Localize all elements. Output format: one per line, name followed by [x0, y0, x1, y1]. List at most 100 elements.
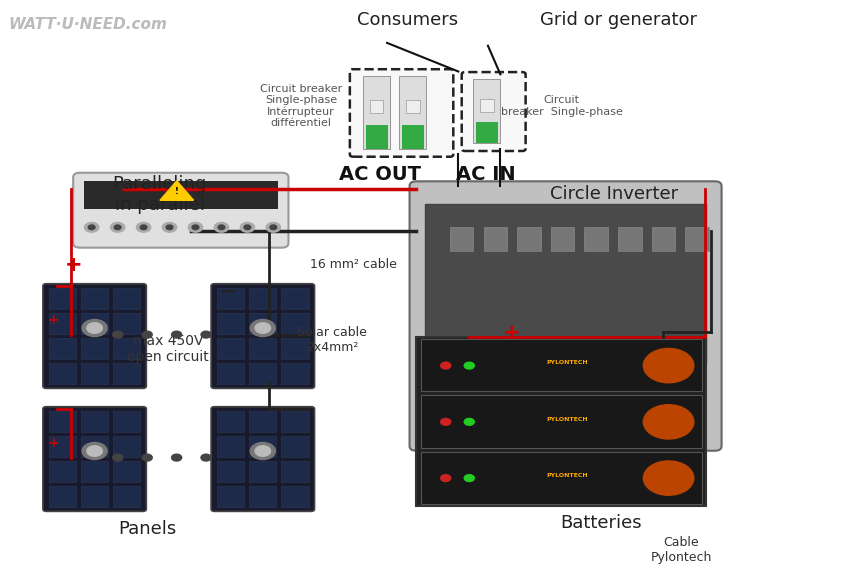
Bar [450, 227, 473, 251]
Text: AC IN: AC IN [457, 165, 516, 184]
Text: +: + [47, 436, 59, 450]
Circle shape [142, 454, 152, 461]
Circle shape [251, 320, 275, 336]
Circle shape [255, 446, 271, 456]
Text: Consumers: Consumers [357, 11, 458, 29]
Bar [249, 313, 277, 334]
Bar [282, 436, 309, 458]
Text: Solar cable
2x4mm²: Solar cable 2x4mm² [297, 327, 368, 354]
Bar [49, 436, 76, 458]
FancyBboxPatch shape [73, 173, 288, 248]
Text: −: − [252, 313, 264, 327]
Bar [406, 101, 420, 113]
Bar [282, 313, 309, 334]
Text: +: + [503, 323, 520, 343]
Text: 16 mm² cable: 16 mm² cable [309, 258, 397, 271]
Circle shape [464, 475, 474, 482]
Text: Grid or generator: Grid or generator [540, 11, 696, 29]
Bar [416, 337, 706, 506]
Bar [249, 461, 277, 482]
Bar [370, 101, 383, 113]
Text: PYLONTECH: PYLONTECH [547, 360, 588, 366]
Text: !: ! [175, 187, 179, 196]
Circle shape [88, 225, 95, 229]
Text: WATT·U·NEED.com: WATT·U·NEED.com [8, 17, 167, 32]
Circle shape [192, 225, 198, 229]
Text: max 450V
open circuit: max 450V open circuit [127, 334, 209, 364]
Bar [249, 288, 277, 309]
FancyBboxPatch shape [43, 407, 146, 511]
Bar [476, 122, 498, 143]
Circle shape [441, 475, 451, 482]
Bar [425, 365, 706, 371]
Text: Circuit breaker: Circuit breaker [260, 84, 342, 94]
Bar [282, 288, 309, 309]
Bar [620, 406, 636, 439]
Text: Batteries: Batteries [560, 514, 643, 533]
Bar [565, 406, 580, 439]
Bar [456, 406, 471, 439]
Circle shape [244, 225, 251, 229]
Bar [217, 461, 244, 482]
Bar [399, 76, 426, 149]
Bar [49, 337, 76, 359]
Bar [420, 395, 702, 448]
Circle shape [251, 443, 275, 459]
Bar [249, 363, 277, 384]
Circle shape [643, 461, 694, 495]
FancyBboxPatch shape [410, 181, 722, 451]
Text: Panels: Panels [118, 520, 177, 538]
Text: Circle Inverter: Circle Inverter [550, 185, 678, 204]
Circle shape [87, 323, 103, 333]
Bar [249, 436, 277, 458]
Circle shape [113, 454, 123, 461]
Bar [81, 486, 108, 507]
Bar [114, 486, 140, 507]
Circle shape [162, 223, 177, 232]
Bar [249, 486, 277, 507]
Text: différentiel: différentiel [271, 118, 331, 128]
Bar [685, 227, 709, 251]
Bar [652, 227, 675, 251]
Text: Intérrupteur: Intérrupteur [267, 106, 335, 117]
Bar [49, 411, 76, 432]
Circle shape [114, 225, 121, 229]
Circle shape [82, 443, 107, 459]
Circle shape [136, 223, 151, 232]
Bar [584, 227, 608, 251]
Bar [402, 125, 424, 149]
Bar [81, 363, 108, 384]
Bar [114, 461, 140, 482]
Circle shape [441, 362, 451, 369]
Circle shape [113, 331, 123, 338]
Bar [366, 125, 388, 149]
Bar [114, 436, 140, 458]
Bar [551, 227, 574, 251]
Bar [49, 461, 76, 482]
Circle shape [218, 225, 225, 229]
Text: breaker  Single-phase: breaker Single-phase [501, 106, 622, 117]
Bar [510, 406, 526, 439]
Bar [538, 406, 553, 439]
Text: −: − [220, 282, 237, 301]
Circle shape [142, 331, 152, 338]
Bar [81, 436, 108, 458]
Circle shape [643, 405, 694, 439]
Text: PYLONTECH: PYLONTECH [547, 473, 588, 478]
Circle shape [241, 223, 255, 232]
Bar [473, 79, 500, 143]
FancyBboxPatch shape [211, 407, 315, 511]
Text: −: − [664, 323, 681, 343]
Bar [114, 313, 140, 334]
Bar [425, 204, 706, 363]
Bar [593, 406, 608, 439]
Bar [217, 436, 244, 458]
Circle shape [255, 323, 271, 333]
Bar [429, 406, 444, 439]
Circle shape [172, 331, 182, 338]
Text: Paralleling
in parallel: Paralleling in parallel [113, 175, 207, 214]
Bar [484, 227, 507, 251]
FancyBboxPatch shape [43, 284, 146, 388]
Polygon shape [160, 181, 193, 200]
FancyBboxPatch shape [350, 69, 453, 157]
